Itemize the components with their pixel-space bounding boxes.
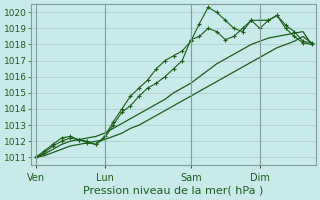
- X-axis label: Pression niveau de la mer( hPa ): Pression niveau de la mer( hPa ): [84, 186, 264, 196]
